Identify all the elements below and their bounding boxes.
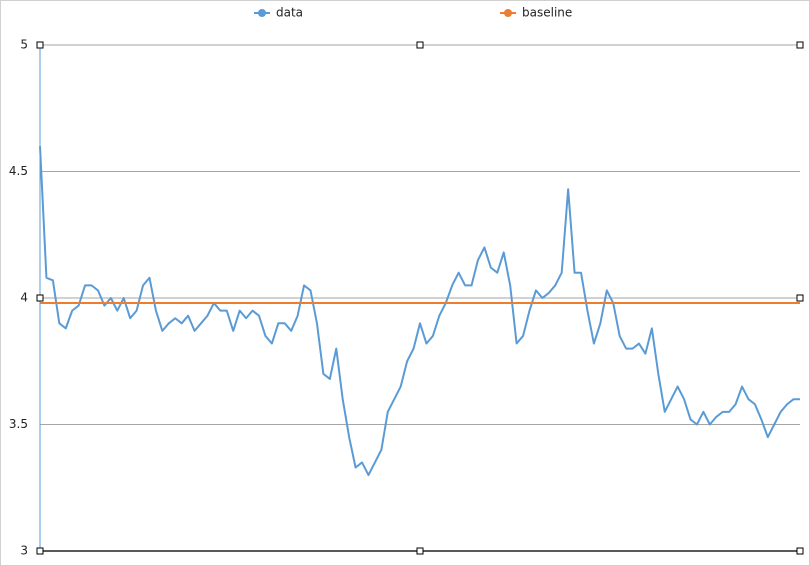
legend-swatch-marker xyxy=(258,9,266,17)
y-tick-label: 4 xyxy=(20,291,28,305)
handle[interactable] xyxy=(416,547,424,555)
handle[interactable] xyxy=(36,41,44,49)
y-tick-label: 3 xyxy=(20,544,28,558)
y-tick-label: 4.5 xyxy=(9,164,28,178)
legend-label: baseline xyxy=(522,6,572,20)
handle[interactable] xyxy=(416,41,424,49)
legend-swatch-marker xyxy=(504,9,512,17)
handle[interactable] xyxy=(796,547,804,555)
series-line xyxy=(39,146,800,477)
handle[interactable] xyxy=(36,294,44,302)
handle[interactable] xyxy=(796,294,804,302)
handle[interactable] xyxy=(36,547,44,555)
selection-handles xyxy=(36,41,804,555)
y-tick-label: 5 xyxy=(20,38,28,52)
y-tick-label: 3.5 xyxy=(9,417,28,431)
handle[interactable] xyxy=(796,41,804,49)
legend-label: data xyxy=(276,6,303,20)
